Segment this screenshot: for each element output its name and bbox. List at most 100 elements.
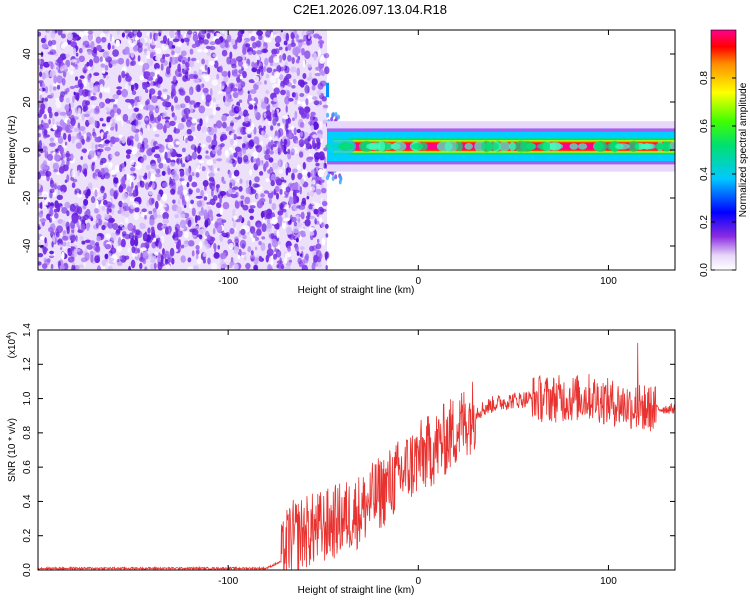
noise-speckle — [316, 263, 323, 268]
noise-speckle — [258, 125, 263, 131]
noise-speckle — [299, 186, 303, 195]
noise-speckle — [209, 114, 214, 119]
noise-speckle — [278, 54, 283, 63]
noise-speckle — [134, 236, 139, 240]
noise-speckle — [44, 170, 52, 177]
noise-speckle — [201, 34, 206, 39]
noise-speckle — [150, 173, 156, 182]
noise-speckle — [144, 266, 148, 270]
spectrogram-ylabel: Frequency (Hz) — [7, 116, 18, 185]
noise-speckle — [297, 257, 302, 265]
noise-speckle — [306, 76, 313, 81]
noise-speckle — [301, 197, 307, 205]
noise-speckle — [134, 83, 139, 88]
noise-speckle — [124, 255, 130, 260]
noise-speckle — [209, 182, 213, 189]
noise-speckle — [293, 30, 297, 35]
noise-speckle — [319, 100, 322, 106]
noise-speckle — [196, 215, 201, 221]
noise-speckle — [179, 90, 186, 96]
noise-speckle — [180, 38, 185, 43]
noise-speckle — [150, 81, 154, 87]
noise-speckle — [314, 72, 321, 77]
noise-speckle — [318, 151, 325, 160]
noise-speckle — [268, 38, 272, 43]
noise-speckle — [38, 182, 41, 190]
noise-speckle — [177, 239, 181, 248]
noise-speckle — [202, 252, 207, 257]
noise-speckle — [291, 172, 295, 181]
noise-speckle — [264, 57, 269, 66]
noise-speckle — [227, 158, 233, 164]
noise-speckle — [115, 115, 122, 122]
noise-speckle — [46, 30, 50, 34]
noise-speckle — [156, 95, 162, 100]
x-tick-label: -100 — [218, 276, 238, 287]
noise-speckle — [129, 135, 134, 140]
noise-speckle — [38, 253, 44, 258]
noise-speckle — [294, 47, 301, 55]
noise-speckle — [86, 244, 93, 250]
noise-speckle — [144, 117, 149, 121]
noise-speckle — [167, 134, 173, 139]
transition-speckle — [327, 172, 331, 178]
noise-speckle — [73, 248, 77, 258]
noise-speckle — [250, 258, 254, 262]
noise-speckle — [49, 137, 54, 142]
noise-speckle — [238, 215, 243, 221]
noise-speckle — [48, 119, 51, 125]
noise-speckle — [58, 244, 63, 248]
noise-speckle — [285, 265, 291, 270]
noise-speckle — [169, 247, 175, 257]
noise-speckle — [266, 222, 272, 230]
noise-speckle — [123, 205, 130, 212]
noise-speckle — [212, 53, 218, 58]
noise-speckle — [38, 191, 43, 196]
noise-speckle — [224, 149, 229, 158]
noise-speckle — [242, 204, 249, 211]
noise-speckle — [309, 227, 315, 232]
spectrogram-image — [38, 30, 675, 270]
noise-speckle — [292, 117, 295, 121]
noise-speckle — [78, 87, 84, 96]
noise-speckle — [102, 51, 109, 59]
noise-speckle — [117, 261, 123, 266]
noise-speckle — [179, 193, 183, 200]
noise-speckle — [307, 86, 310, 94]
noise-speckle — [172, 38, 180, 43]
noise-speckle — [213, 133, 217, 141]
noise-speckle — [291, 57, 295, 64]
noise-speckle — [99, 56, 103, 63]
noise-speckle — [148, 189, 153, 196]
noise-speckle — [292, 195, 297, 205]
noise-speckle — [157, 258, 161, 262]
noise-speckle — [116, 30, 120, 35]
noise-speckle — [130, 80, 134, 85]
noise-speckle — [107, 86, 110, 94]
noise-speckle — [193, 265, 199, 270]
noise-speckle — [258, 240, 262, 246]
noise-speckle — [293, 127, 297, 136]
noise-speckle — [70, 234, 76, 243]
noise-speckle — [196, 200, 203, 208]
noise-speckle — [64, 104, 70, 111]
noise-speckle — [71, 182, 76, 189]
noise-speckle — [78, 31, 85, 38]
noise-speckle — [109, 60, 117, 65]
noise-speckle — [83, 168, 88, 177]
noise-speckle — [216, 149, 222, 156]
noise-speckle — [266, 67, 273, 73]
noise-speckle — [302, 162, 306, 170]
noise-speckle — [130, 151, 137, 155]
noise-speckle — [186, 38, 190, 46]
noise-speckle — [88, 116, 95, 125]
noise-speckle — [278, 46, 283, 51]
noise-speckle — [248, 208, 255, 214]
noise-speckle — [238, 233, 242, 237]
noise-speckle — [277, 210, 284, 216]
noise-speckle — [230, 257, 234, 263]
noise-speckle — [277, 144, 285, 153]
noise-speckle — [104, 139, 111, 144]
noise-speckle — [104, 213, 110, 220]
y-tick-label: 0.6 — [22, 460, 33, 474]
